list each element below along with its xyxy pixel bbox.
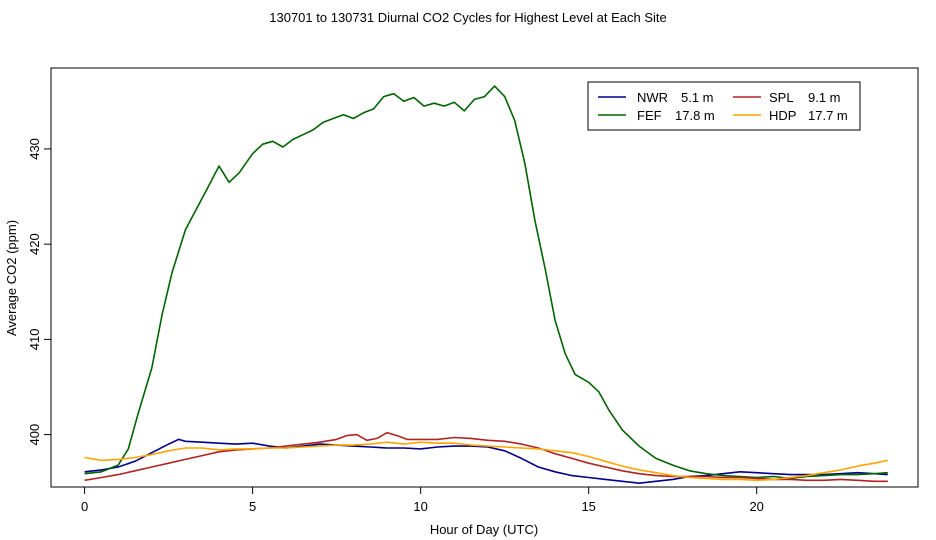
- x-axis-label: Hour of Day (UTC): [430, 522, 538, 537]
- series-line-hdp: [84, 441, 888, 482]
- y-axis-label: Average CO2 (ppm): [4, 220, 19, 336]
- x-tick-label-20: 20: [749, 499, 763, 514]
- series-lines: [84, 85, 888, 485]
- legend-height-spl: 9.1 m: [808, 90, 841, 105]
- chart-title: 130701 to 130731 Diurnal CO2 Cycles for …: [269, 10, 666, 25]
- legend: NWR 5.1 m SPL 9.1 m FEF 17.8 m HDP 17.7 m: [587, 81, 861, 131]
- y-tick-label-410: 410: [27, 329, 42, 351]
- legend-label-hdp: HDP: [769, 108, 796, 123]
- x-tick-label-15: 15: [581, 499, 595, 514]
- x-tick-label-0: 0: [81, 499, 88, 514]
- y-tick-label-400: 400: [27, 424, 42, 446]
- legend-label-nwr: NWR: [637, 90, 668, 105]
- x-tick-label-10: 10: [413, 499, 427, 514]
- series-line-fef: [84, 85, 888, 480]
- y-tick-label-430: 430: [27, 138, 42, 160]
- legend-height-fef: 17.8 m: [675, 108, 715, 123]
- legend-label-spl: SPL: [769, 90, 794, 105]
- legend-height-nwr: 5.1 m: [681, 90, 714, 105]
- legend-box: [587, 81, 861, 131]
- series-line-nwr: [84, 438, 888, 485]
- x-tick-label-5: 5: [249, 499, 256, 514]
- plot-frame: [50, 67, 919, 488]
- series-line-spl: [84, 431, 888, 483]
- axis-ticks: 0 5 10 15 20 400 410 420 430: [27, 138, 764, 514]
- y-tick-label-420: 420: [27, 233, 42, 255]
- legend-label-fef: FEF: [637, 108, 662, 123]
- legend-height-hdp: 17.7 m: [808, 108, 848, 123]
